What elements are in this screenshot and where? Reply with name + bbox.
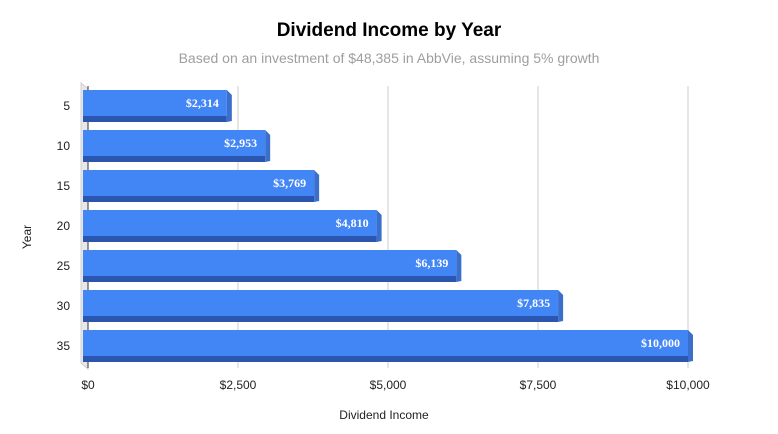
bars: $2,314 $2,953 $3,769 $4,810 $6,139 $7,835 $10,… [83,90,693,362]
bar-bottom-face [83,356,688,362]
data-label: $6,139 [415,256,448,270]
bar-front-face [83,330,688,356]
bar-end-face [226,90,232,122]
data-label: $2,953 [224,136,257,150]
bar-bottom-face [83,236,377,242]
y-tick-label: 25 [57,259,71,273]
y-axis-label: Year [20,225,34,249]
y-tick-label: 20 [57,219,71,233]
x-tick-label: $7,500 [520,378,557,392]
data-label: $2,314 [186,96,219,110]
data-label: $7,835 [517,296,550,310]
bar-end-face [456,250,462,282]
bar-bottom-face [83,196,315,202]
x-tick-label: $0 [81,378,95,392]
bar: $3,769 [83,170,320,202]
y-tick-label: 30 [57,299,71,313]
bar: $6,139 [83,250,462,282]
bar-front-face [83,130,266,156]
bar-end-face [314,170,320,202]
x-tick-label: $5,000 [370,378,407,392]
bar-front-face [83,290,559,316]
bar-bottom-face [83,156,266,162]
y-tick-label: 35 [57,339,71,353]
bar-end-face [376,210,382,242]
x-tick-label: $10,000 [666,378,710,392]
data-label: $10,000 [641,336,680,350]
bar-end-face [265,130,271,162]
bar-end-face [688,330,693,362]
bar-end-face [558,290,564,322]
bar-bottom-face [83,116,227,122]
y-tick-label: 15 [57,179,71,193]
bar: $2,953 [83,130,271,162]
bar-bottom-face [83,276,457,282]
chart-subtitle: Based on an investment of $48,385 in Abb… [178,50,600,66]
x-axis-label: Dividend Income [339,408,429,422]
y-tick-label: 5 [63,99,70,113]
y-tick-label: 10 [57,139,71,153]
data-label: $4,810 [336,216,369,230]
chart-title: Dividend Income by Year [276,20,502,41]
x-tick-labels: $0 $2,500 $5,000 $7,500 $10,000 [81,378,710,392]
bar: $7,835 [83,290,564,322]
bar: $10,000 [83,330,693,362]
y-tick-labels: 5 10 15 20 25 30 35 [57,99,71,353]
bar: $4,810 [83,210,382,242]
bar: $2,314 [83,90,232,122]
bar-front-face [83,90,227,116]
bar-bottom-face [83,316,559,322]
bar-front-face [83,170,315,196]
data-label: $3,769 [273,176,306,190]
bar-front-face [83,210,377,236]
bar-front-face [83,250,457,276]
x-tick-label: $2,500 [220,378,257,392]
